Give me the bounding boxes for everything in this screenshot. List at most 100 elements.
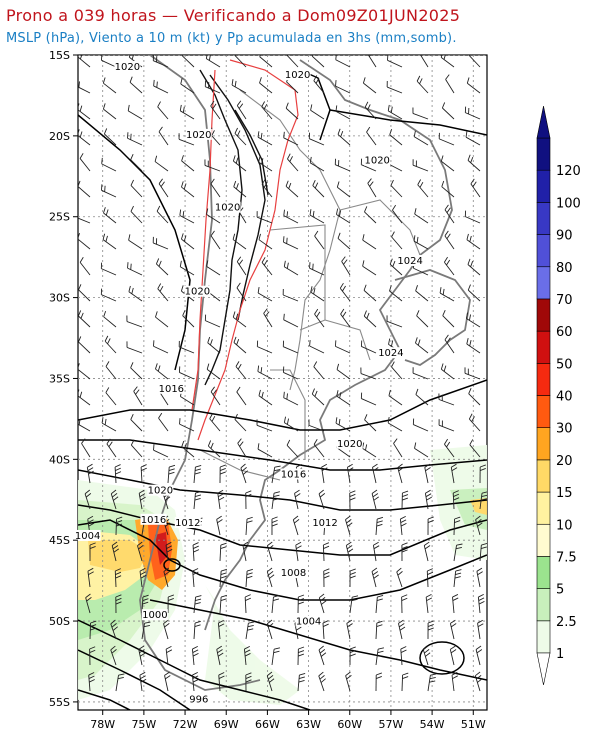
isobar-label: 1020 (185, 287, 210, 298)
colorbar-label: 20 (556, 454, 573, 469)
wind-barb (362, 260, 377, 276)
wind-barb (256, 340, 273, 354)
wind-barb (412, 367, 429, 380)
isobar-label: 1024 (378, 348, 403, 359)
wind-barb (323, 568, 330, 588)
wind-barb (467, 258, 481, 276)
wind-barb (207, 336, 221, 354)
isobar-label-bg (185, 693, 212, 705)
wind-barb (375, 647, 385, 666)
wind-barb (479, 542, 487, 562)
wind-barb (193, 465, 202, 484)
wind-barb (179, 104, 195, 120)
wind-barb (141, 621, 151, 640)
wind-barb (467, 154, 481, 172)
wind-barb (192, 568, 199, 588)
wind-barb (282, 288, 299, 302)
wind-barb (158, 126, 169, 146)
wind-barb (261, 179, 273, 198)
wind-barb (337, 128, 351, 146)
wind-barb (400, 646, 407, 666)
wind-barb (452, 594, 459, 614)
wind-barb (334, 158, 351, 172)
wind-barb (164, 671, 171, 692)
wind-barb (466, 77, 481, 94)
colorbar-label: 90 (556, 229, 573, 244)
wind-barb (286, 55, 299, 68)
wind-barb (375, 620, 383, 640)
wind-barb (237, 438, 247, 458)
lon-label: 69W (214, 718, 239, 731)
wind-barb (88, 672, 95, 692)
wind-barb (127, 132, 143, 146)
wind-barb (389, 285, 403, 302)
wind-barb (79, 257, 91, 276)
colorbar-label: 7.5 (556, 550, 577, 565)
wind-barb (129, 76, 143, 94)
lat-label: 30S (49, 292, 70, 305)
wind-barb (101, 55, 117, 68)
wind-barb (464, 106, 481, 120)
wind-barb (102, 233, 117, 250)
wind-barb (444, 256, 455, 276)
wind-barb (401, 594, 408, 614)
wind-barb (470, 178, 481, 198)
wind-barb (308, 132, 325, 146)
wind-barb (399, 515, 407, 536)
wind-barb (313, 439, 325, 458)
wind-barb (349, 646, 356, 666)
isobar-label: 1004 (75, 531, 100, 542)
wind-barb (440, 363, 455, 380)
wind-barb (78, 217, 91, 224)
wind-barb (468, 388, 481, 406)
wind-barb (393, 438, 403, 458)
wind-barb (126, 315, 143, 328)
isobar-label: 1024 (397, 256, 422, 267)
wind-barb (236, 386, 247, 406)
isobar-label-bg (336, 437, 363, 449)
wind-barb (210, 178, 221, 198)
wind-barb (386, 81, 403, 94)
isobar-label: 1000 (142, 610, 167, 621)
wind-barb (401, 542, 408, 562)
wind-barb (258, 389, 273, 406)
wind-barb (282, 340, 299, 354)
wind-barb (205, 55, 221, 68)
precip-shading (78, 445, 487, 705)
wind-barb (266, 567, 275, 588)
wind-barb (130, 179, 143, 198)
colorbar-swatch (536, 588, 551, 622)
wind-barb (360, 158, 377, 172)
wind-barb (158, 412, 169, 432)
wind-barb (334, 340, 351, 354)
wind-barb (181, 181, 195, 198)
wind-barb (193, 491, 202, 510)
colorbar-swatch (536, 330, 551, 364)
wind-barb (346, 619, 353, 640)
isobar-label: 1016 (159, 384, 184, 395)
wind-barb (245, 516, 253, 536)
wind-barb (218, 672, 225, 692)
wind-barb (425, 593, 433, 614)
wind-barb (78, 284, 91, 302)
wind-barb (204, 159, 221, 172)
wind-barb (362, 234, 377, 250)
wind-barb (167, 464, 176, 484)
wind-barb (236, 282, 247, 302)
wind-barb (206, 363, 221, 380)
wind-barb (78, 310, 91, 328)
wind-barb (345, 671, 352, 692)
wind-barb (363, 284, 377, 302)
wind-barb (310, 286, 325, 302)
wind-barb (466, 233, 481, 250)
wind-barb (311, 388, 325, 406)
wind-barb (453, 569, 462, 588)
wind-barb (424, 489, 432, 510)
wind-barb (318, 671, 326, 692)
wind-barb (245, 490, 252, 510)
colorbar-swatch (536, 298, 551, 332)
wind-barb (440, 155, 455, 172)
colorbar-swatch (536, 202, 551, 235)
wind-barb (78, 336, 91, 354)
isobar-label: 1020 (337, 439, 362, 450)
